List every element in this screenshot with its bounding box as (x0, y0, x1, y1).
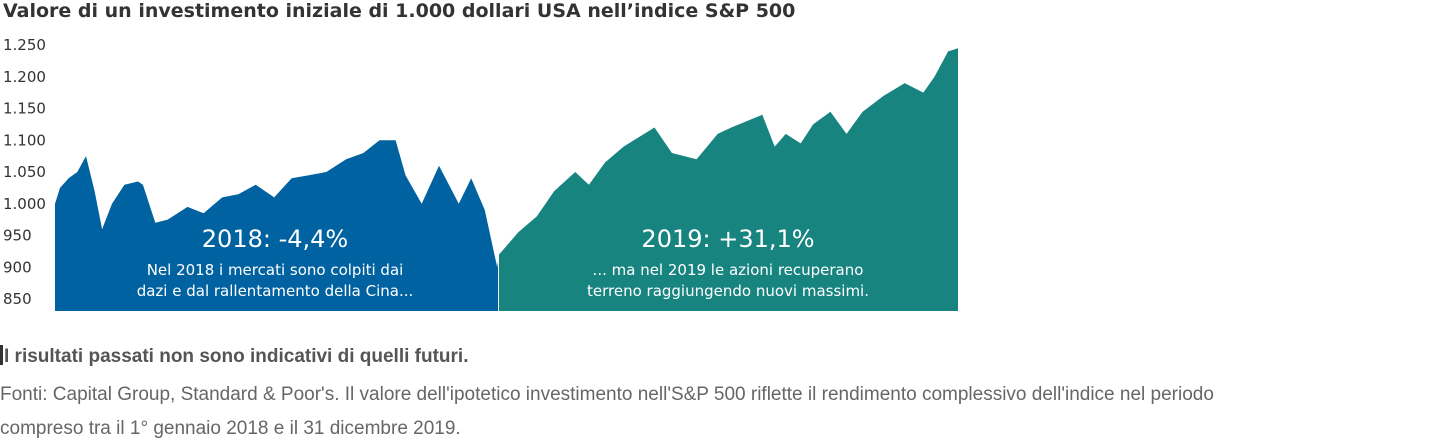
sources-note: Fonti: Capital Group, Standard & Poor's.… (0, 378, 1433, 446)
area-2018 (55, 140, 498, 311)
y-axis-ticks: 850 900 950 1.000 1.050 1.100 1.150 1.200 1.250 (3, 36, 46, 308)
annotation-text-line: dazi e dal rallentamento della Cina... (137, 282, 414, 300)
chart-title: Valore di un investimento iniziale di 1.… (3, 0, 796, 22)
sources-line-2: compreso tra il 1° gennaio 2018 e il 31 … (0, 418, 461, 439)
disclaimer-label: I risultati passati non sono indicativi … (4, 346, 469, 367)
annotation-headline: 2019: +31,1% (641, 225, 814, 253)
text-cursor-mark (0, 345, 3, 365)
y-tick-label: 850 (3, 290, 32, 308)
sources-line-1: Fonti: Capital Group, Standard & Poor's.… (0, 384, 1214, 405)
annotation-text-line: Nel 2018 i mercati sono colpiti dai (147, 261, 404, 279)
y-tick-label: 1.150 (3, 100, 46, 118)
chart-annotations: 2018: -4,4% Nel 2018 i mercati sono colpi… (137, 225, 869, 300)
y-tick-label: 1.200 (3, 68, 46, 86)
y-tick-label: 1.250 (3, 36, 46, 54)
y-tick-label: 1.000 (3, 195, 46, 213)
disclaimer-text: I risultati passati non sono indicativi … (0, 345, 469, 368)
annotation-text-line: ... ma nel 2019 le azioni recuperano (593, 261, 864, 279)
y-tick-label: 950 (3, 227, 32, 245)
annotation-text-line: terreno raggiungendo nuovi massimi. (587, 282, 869, 300)
sp500-area-chart: 8509009501.0001.0501.1001.1501.2001.250 … (3, 36, 958, 311)
annotation-headline: 2018: -4,4% (202, 225, 348, 253)
y-tick-label: 1.050 (3, 163, 46, 181)
y-tick-label: 1.100 (3, 131, 46, 149)
area-2019 (499, 48, 958, 311)
y-tick-label: 900 (3, 258, 32, 276)
area-series (55, 48, 958, 311)
